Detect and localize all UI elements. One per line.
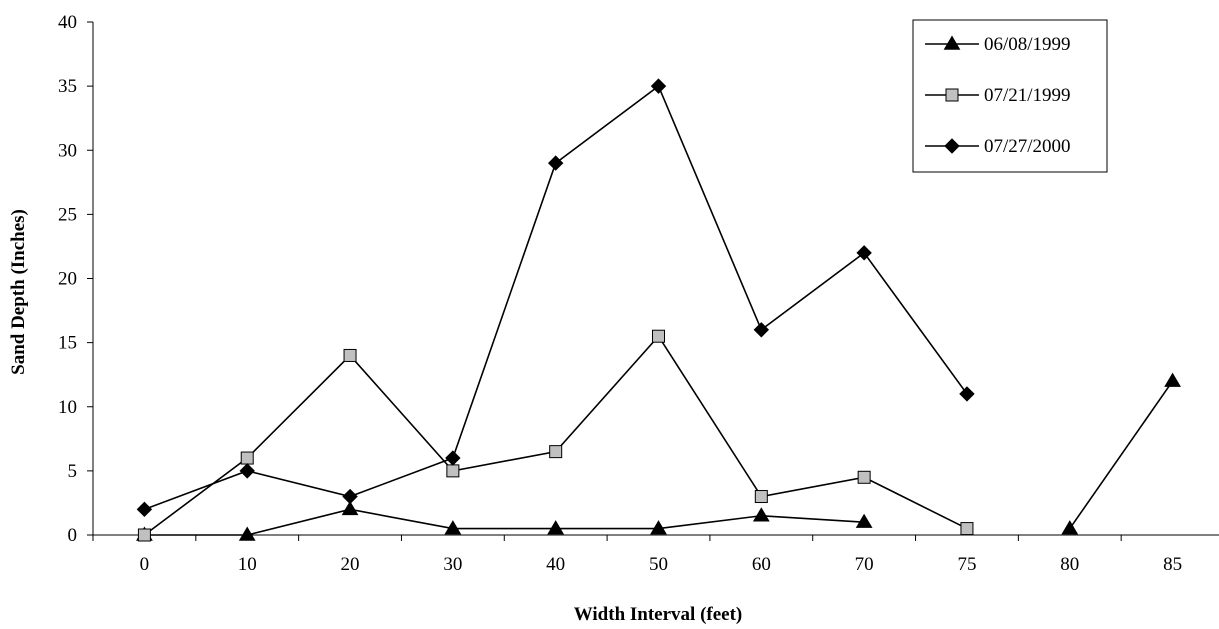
- legend: 06/08/1999 07/21/1999 07/27/2000: [912, 19, 1108, 173]
- data-point: [753, 322, 770, 338]
- data-point: [652, 329, 665, 343]
- y-tick-label: 5: [68, 461, 78, 482]
- x-tick-label: 75: [957, 554, 976, 575]
- y-tick-label: 30: [58, 140, 77, 161]
- data-point: [240, 451, 254, 465]
- x-tick-label: 60: [752, 554, 771, 575]
- legend-label: 06/08/1999: [984, 34, 1071, 55]
- data-point: [549, 445, 563, 459]
- data-point: [959, 386, 975, 402]
- data-point: [856, 245, 872, 261]
- x-tick-label: 20: [341, 554, 360, 575]
- x-tick-label: 10: [238, 554, 257, 575]
- x-tick-label: 70: [855, 554, 874, 575]
- x-tick-label: 0: [140, 554, 150, 575]
- data-point: [343, 348, 357, 362]
- data-point: [444, 520, 462, 535]
- y-tick-label: 35: [58, 76, 77, 97]
- axes: 0 5 10 15 20 25 30 35 40 0 10 20 30 40 50 60 70 75 80 85: [58, 12, 1219, 575]
- data-point: [547, 520, 565, 535]
- data-point: [1164, 372, 1181, 387]
- y-tick-label: 25: [58, 204, 77, 225]
- legend-entry: 06/08/1999: [925, 34, 1071, 55]
- series-2: [137, 329, 974, 542]
- series-layer: [136, 78, 1181, 542]
- data-point: [342, 488, 358, 505]
- data-point: [960, 522, 974, 536]
- data-point: [650, 520, 667, 535]
- data-point: [855, 513, 873, 528]
- y-tick-label: 0: [68, 525, 78, 546]
- x-tick-label: 50: [649, 554, 668, 575]
- x-tick-label: 30: [443, 554, 462, 575]
- series-line: [144, 508, 865, 536]
- x-tick-label: 80: [1060, 554, 1079, 575]
- series-3: [136, 78, 975, 518]
- legend-marker: [945, 88, 959, 102]
- legend-label: 07/21/1999: [984, 85, 1071, 106]
- data-point: [547, 155, 564, 171]
- y-tick-label: 15: [58, 333, 77, 354]
- legend-entry: 07/21/1999: [925, 85, 1071, 106]
- legend-label: 07/27/2000: [984, 136, 1071, 157]
- y-tick-label: 10: [58, 397, 77, 418]
- data-point: [239, 463, 255, 479]
- data-point: [446, 464, 460, 478]
- data-point: [857, 470, 871, 484]
- data-point: [445, 450, 461, 466]
- data-point: [238, 526, 256, 541]
- legend-marker: [944, 138, 960, 154]
- x-axis-title: Width Interval (feet): [574, 604, 743, 625]
- series-1: [136, 372, 1181, 541]
- y-tick-label: 20: [58, 269, 77, 290]
- y-tick-label: 40: [58, 12, 77, 33]
- legend-marker: [943, 35, 961, 50]
- y-axis-title: Sand Depth (Inches): [8, 209, 29, 375]
- data-point: [1061, 520, 1079, 535]
- data-point: [341, 500, 359, 516]
- x-tick-label: 40: [546, 554, 565, 575]
- data-point: [136, 501, 153, 518]
- x-tick-label: 85: [1163, 554, 1182, 575]
- data-point: [752, 507, 770, 522]
- legend-entry: 07/27/2000: [925, 136, 1071, 157]
- series-line: [143, 334, 968, 536]
- data-point: [754, 490, 768, 504]
- data-point: [137, 528, 151, 542]
- series-line: [1069, 380, 1174, 530]
- data-point: [650, 78, 667, 94]
